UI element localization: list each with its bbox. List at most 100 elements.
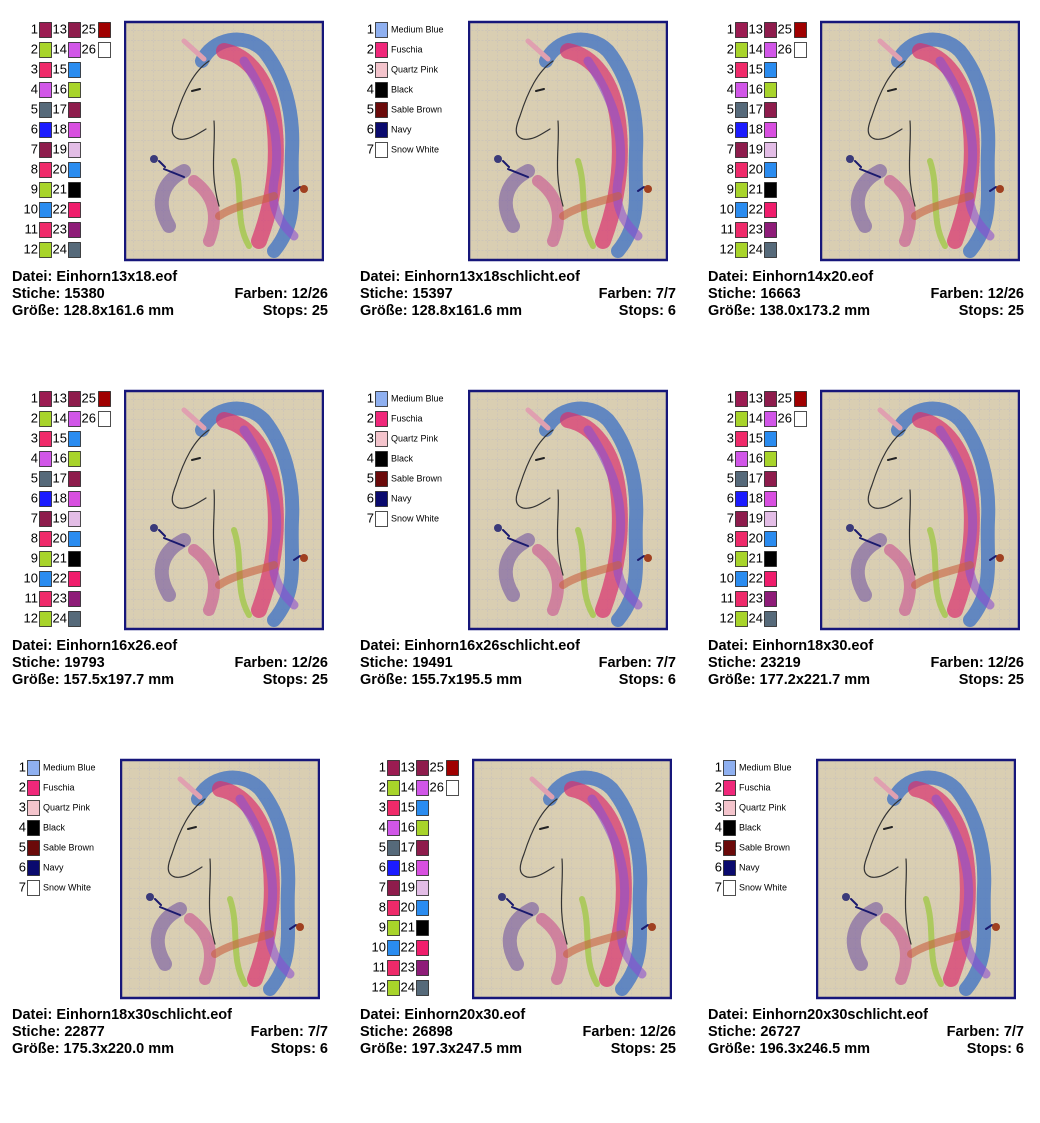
thread-number: 7 bbox=[31, 510, 38, 525]
thread-swatch bbox=[764, 551, 777, 567]
thread-swatch bbox=[68, 202, 81, 218]
thread-swatch bbox=[735, 511, 748, 527]
thread-swatch bbox=[375, 431, 388, 447]
thread-swatch bbox=[68, 42, 81, 58]
thread-name: Navy bbox=[391, 493, 412, 503]
thread-swatch bbox=[387, 780, 400, 796]
thread-swatch bbox=[387, 800, 400, 816]
stop-count: Stops: 6 bbox=[619, 672, 676, 688]
embroidery-preview bbox=[121, 760, 319, 998]
thread-name: Sable Brown bbox=[43, 842, 94, 852]
thread-name: Quartz Pink bbox=[391, 433, 439, 443]
thread-name: Navy bbox=[391, 124, 412, 134]
thread-swatch bbox=[68, 22, 81, 38]
thread-number: 2 bbox=[31, 410, 38, 425]
thread-name: Sable Brown bbox=[739, 842, 790, 852]
thread-number: 24 bbox=[53, 610, 67, 625]
thread-swatch bbox=[375, 411, 388, 427]
thread-number: 13 bbox=[749, 390, 763, 405]
color-count: Farben: 12/26 bbox=[235, 286, 329, 302]
stop-count: Stops: 25 bbox=[611, 1041, 676, 1057]
thread-number: 1 bbox=[715, 759, 722, 774]
thread-number: 6 bbox=[379, 859, 386, 874]
thread-swatch bbox=[27, 880, 40, 896]
thread-swatch bbox=[39, 411, 52, 427]
thread-number: 7 bbox=[379, 879, 386, 894]
thread-swatch bbox=[68, 222, 81, 238]
stitch-count: Stiche: 22877 bbox=[12, 1024, 105, 1040]
thread-swatch bbox=[764, 182, 777, 198]
thread-swatch bbox=[39, 451, 52, 467]
thread-name: Sable Brown bbox=[391, 104, 442, 114]
thread-swatch bbox=[39, 571, 52, 587]
thread-swatch bbox=[416, 780, 429, 796]
thread-number: 7 bbox=[367, 510, 374, 525]
design-panel: 1234567891011121314151617181920212223242… bbox=[708, 21, 1024, 319]
stitch-count: Stiche: 19491 bbox=[360, 655, 453, 671]
stitch-count: Stiche: 15397 bbox=[360, 286, 453, 302]
thread-swatch bbox=[764, 531, 777, 547]
thread-swatch bbox=[764, 82, 777, 98]
thread-swatch bbox=[735, 22, 748, 38]
thread-swatch bbox=[68, 122, 81, 138]
thread-number: 18 bbox=[53, 121, 67, 136]
stop-count: Stops: 25 bbox=[263, 672, 328, 688]
thread-swatch bbox=[764, 491, 777, 507]
thread-number: 3 bbox=[379, 799, 386, 814]
thread-number: 1 bbox=[31, 390, 38, 405]
embroidery-preview bbox=[817, 760, 1015, 998]
thread-swatch bbox=[68, 511, 81, 527]
thread-number: 24 bbox=[749, 241, 763, 256]
thread-swatch bbox=[39, 611, 52, 627]
thread-swatch bbox=[68, 411, 81, 427]
thread-number: 6 bbox=[31, 490, 38, 505]
color-count: Farben: 7/7 bbox=[599, 286, 676, 302]
design-panel: 1 Medium Blue 2 Fuschia 3 Quartz Pink 4 Black 5 S… bbox=[360, 390, 676, 688]
thread-swatch bbox=[68, 431, 81, 447]
thread-swatch bbox=[764, 42, 777, 58]
thread-number: 1 bbox=[727, 390, 734, 405]
file-name: Datei: Einhorn13x18schlicht.eof bbox=[360, 269, 580, 285]
thread-swatch bbox=[68, 551, 81, 567]
thread-swatch bbox=[387, 980, 400, 996]
thread-swatch bbox=[735, 202, 748, 218]
thread-number: 16 bbox=[749, 81, 763, 96]
thread-number: 4 bbox=[715, 819, 722, 834]
thread-number: 25 bbox=[82, 21, 96, 36]
thread-swatch bbox=[723, 840, 736, 856]
thread-number: 6 bbox=[367, 121, 374, 136]
thread-number: 2 bbox=[727, 41, 734, 56]
design-size: Größe: 128.8x161.6 mm bbox=[12, 303, 174, 319]
thread-number: 6 bbox=[727, 490, 734, 505]
thread-swatch bbox=[375, 82, 388, 98]
design-size: Größe: 196.3x246.5 mm bbox=[708, 1041, 870, 1057]
thread-number: 13 bbox=[53, 390, 67, 405]
thread-swatch bbox=[416, 800, 429, 816]
stop-count: Stops: 6 bbox=[619, 303, 676, 319]
thread-swatch bbox=[723, 780, 736, 796]
design-panel: 1234567891011121314151617181920212223242… bbox=[12, 390, 328, 688]
thread-number: 16 bbox=[749, 450, 763, 465]
thread-number: 22 bbox=[401, 939, 415, 954]
thread-swatch bbox=[735, 411, 748, 427]
thread-name: Medium Blue bbox=[739, 762, 792, 772]
thread-swatch bbox=[39, 242, 52, 258]
thread-name: Snow White bbox=[391, 144, 439, 154]
thread-number: 4 bbox=[19, 819, 26, 834]
thread-swatch bbox=[39, 22, 52, 38]
thread-number: 11 bbox=[25, 590, 39, 605]
thread-swatch bbox=[416, 920, 429, 936]
thread-swatch bbox=[387, 940, 400, 956]
design-size: Größe: 155.7x195.5 mm bbox=[360, 672, 522, 688]
thread-name: Fuschia bbox=[43, 782, 75, 792]
thread-number: 10 bbox=[24, 570, 38, 585]
thread-number: 14 bbox=[749, 41, 763, 56]
thread-number: 11 bbox=[721, 590, 735, 605]
thread-number: 5 bbox=[19, 839, 26, 854]
thread-swatch bbox=[39, 491, 52, 507]
design-panel: 1 Medium Blue 2 Fuschia 3 Quartz Pink 4 Black 5 S… bbox=[708, 759, 1024, 1057]
thread-name: Medium Blue bbox=[43, 762, 96, 772]
stop-count: Stops: 25 bbox=[959, 303, 1024, 319]
thread-swatch bbox=[735, 102, 748, 118]
thread-number: 2 bbox=[367, 41, 374, 56]
